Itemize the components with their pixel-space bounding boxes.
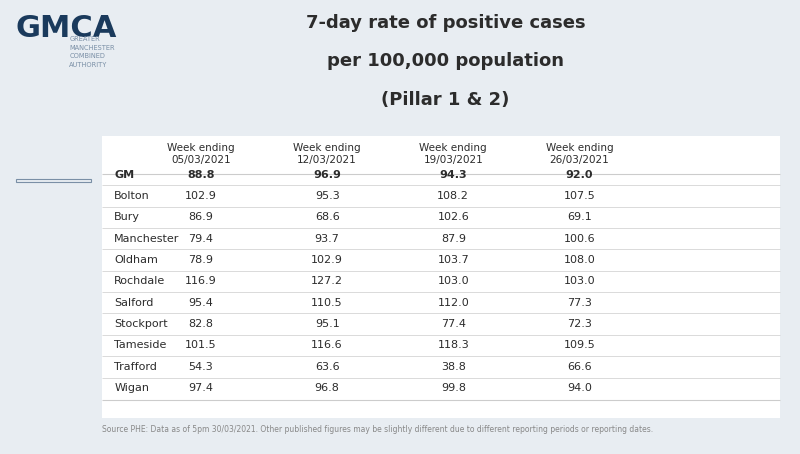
Text: 102.6: 102.6 xyxy=(438,212,469,222)
Text: 96.8: 96.8 xyxy=(314,383,339,393)
Text: Oldham: Oldham xyxy=(114,255,158,265)
Text: 116.6: 116.6 xyxy=(311,340,343,350)
Text: 107.5: 107.5 xyxy=(563,191,595,201)
Text: 94.3: 94.3 xyxy=(439,170,467,180)
Text: 103.7: 103.7 xyxy=(438,255,469,265)
Text: Bury: Bury xyxy=(114,212,140,222)
Text: 77.4: 77.4 xyxy=(441,319,466,329)
Text: 78.9: 78.9 xyxy=(189,255,214,265)
Text: Week ending
12/03/2021: Week ending 12/03/2021 xyxy=(294,143,361,165)
Text: 95.1: 95.1 xyxy=(314,319,339,329)
Text: 38.8: 38.8 xyxy=(441,362,466,372)
Text: Week ending
26/03/2021: Week ending 26/03/2021 xyxy=(546,143,613,165)
Text: 127.2: 127.2 xyxy=(311,276,343,286)
Text: 102.9: 102.9 xyxy=(185,191,217,201)
Text: 99.8: 99.8 xyxy=(441,383,466,393)
Text: 116.9: 116.9 xyxy=(185,276,217,286)
Text: 86.9: 86.9 xyxy=(189,212,214,222)
Text: 112.0: 112.0 xyxy=(438,298,469,308)
Text: Rochdale: Rochdale xyxy=(114,276,166,286)
Text: GMCA: GMCA xyxy=(16,14,117,43)
Text: Week ending
19/03/2021: Week ending 19/03/2021 xyxy=(419,143,487,165)
Text: Bolton: Bolton xyxy=(114,191,150,201)
Text: 93.7: 93.7 xyxy=(314,234,339,244)
Text: 103.0: 103.0 xyxy=(438,276,469,286)
Text: 88.8: 88.8 xyxy=(187,170,214,180)
Text: 79.4: 79.4 xyxy=(189,234,214,244)
Text: GREATER
MANCHESTER
COMBINED
AUTHORITY: GREATER MANCHESTER COMBINED AUTHORITY xyxy=(70,36,115,68)
Text: Week ending
05/03/2021: Week ending 05/03/2021 xyxy=(167,143,235,165)
Text: 95.3: 95.3 xyxy=(314,191,339,201)
Text: 108.0: 108.0 xyxy=(563,255,595,265)
Text: Source PHE: Data as of 5pm 30/03/2021. Other published figures may be slightly d: Source PHE: Data as of 5pm 30/03/2021. O… xyxy=(102,424,654,434)
Text: 101.5: 101.5 xyxy=(185,340,217,350)
Text: 7-day rate of positive cases: 7-day rate of positive cases xyxy=(306,14,585,32)
Text: 68.6: 68.6 xyxy=(314,212,339,222)
Text: 97.4: 97.4 xyxy=(189,383,214,393)
Text: 108.2: 108.2 xyxy=(438,191,469,201)
Text: Trafford: Trafford xyxy=(114,362,157,372)
Text: 66.6: 66.6 xyxy=(567,362,592,372)
Text: Stockport: Stockport xyxy=(114,319,168,329)
Text: 87.9: 87.9 xyxy=(441,234,466,244)
Text: (Pillar 1 & 2): (Pillar 1 & 2) xyxy=(381,91,510,109)
Text: 63.6: 63.6 xyxy=(315,362,339,372)
Text: per 100,000 population: per 100,000 population xyxy=(327,52,564,70)
Text: GM: GM xyxy=(114,170,134,180)
Text: 54.3: 54.3 xyxy=(189,362,214,372)
Text: 102.9: 102.9 xyxy=(311,255,343,265)
Text: 100.6: 100.6 xyxy=(563,234,595,244)
Text: 96.9: 96.9 xyxy=(313,170,341,180)
Text: Tameside: Tameside xyxy=(114,340,166,350)
Text: 103.0: 103.0 xyxy=(563,276,595,286)
Text: 69.1: 69.1 xyxy=(567,212,592,222)
FancyBboxPatch shape xyxy=(102,136,780,418)
Text: 92.0: 92.0 xyxy=(566,170,593,180)
Text: 118.3: 118.3 xyxy=(438,340,469,350)
Text: Manchester: Manchester xyxy=(114,234,180,244)
Text: 95.4: 95.4 xyxy=(189,298,214,308)
Text: 72.3: 72.3 xyxy=(567,319,592,329)
Text: Salford: Salford xyxy=(114,298,154,308)
Text: 82.8: 82.8 xyxy=(189,319,214,329)
Text: 109.5: 109.5 xyxy=(563,340,595,350)
Text: Wigan: Wigan xyxy=(114,383,150,393)
Text: 94.0: 94.0 xyxy=(567,383,592,393)
Text: 77.3: 77.3 xyxy=(567,298,592,308)
Text: 110.5: 110.5 xyxy=(311,298,343,308)
